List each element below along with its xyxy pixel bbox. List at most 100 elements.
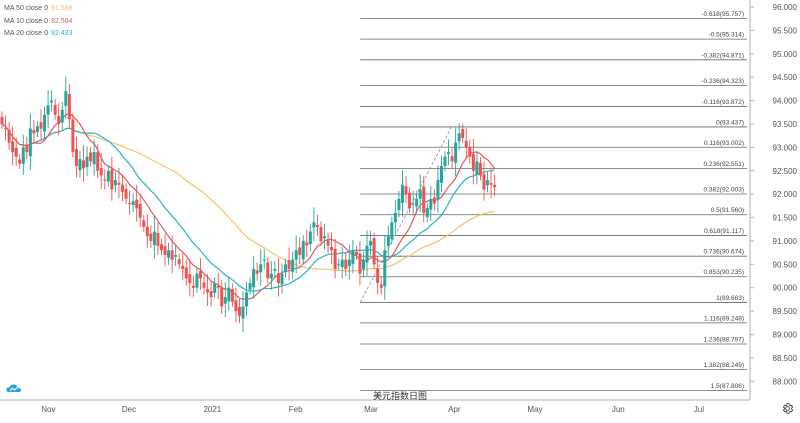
candle-body <box>475 161 479 175</box>
candle-body <box>415 198 419 207</box>
candle-body <box>99 167 103 176</box>
candle-body <box>294 250 298 260</box>
fib-level-label: -0.382(94.871) <box>701 52 744 59</box>
candle-body <box>489 182 493 185</box>
candle-body <box>181 265 185 270</box>
candle-body <box>450 156 454 162</box>
candle-body <box>358 253 362 274</box>
candle-body <box>464 140 468 148</box>
candle-body <box>106 170 110 182</box>
candle-body <box>404 186 408 195</box>
candle-body <box>326 240 330 246</box>
candle-body <box>216 285 220 288</box>
candle-body <box>142 220 146 227</box>
fib-level-label: 1(89.683) <box>716 295 744 302</box>
fib-level-label: 0.853(90.235) <box>704 269 744 276</box>
candle-body <box>50 100 54 103</box>
candle-body <box>78 159 82 171</box>
candle-body <box>340 259 344 268</box>
candle-body <box>35 126 39 132</box>
candle-body <box>152 231 156 246</box>
legend-ma20-value: 92.433 <box>50 30 73 37</box>
candle-body <box>234 300 238 312</box>
legend-ma20[interactable]: MA 20 close 0 92.433 <box>4 28 72 41</box>
candle-body <box>379 284 383 288</box>
candle-body <box>71 119 75 153</box>
candle-body <box>53 104 57 115</box>
y-tick-label: 92.000 <box>773 190 798 199</box>
candle-body <box>439 166 443 183</box>
x-tick-label: Jul <box>694 405 704 414</box>
fib-level-label: -0.618(95.757) <box>701 11 744 18</box>
y-tick-label: 89.500 <box>773 307 798 316</box>
x-tick-label: Apr <box>448 405 461 414</box>
candle-body <box>227 287 231 302</box>
legend-ma50[interactable]: MA 50 close 0 91.568 <box>4 3 72 16</box>
candle-body <box>280 273 284 285</box>
time-axis[interactable]: Nov Dec 2021 Feb Mar Apr May Jun Jul <box>41 405 704 414</box>
candle-body <box>46 105 50 115</box>
candle-body <box>411 203 415 205</box>
fib-level-label: 0.116(93.002) <box>704 140 744 147</box>
candle-body <box>92 152 96 165</box>
legend-ma10[interactable]: MA 10 close 0 92.504 <box>4 16 72 29</box>
candle-body <box>21 147 25 164</box>
fib-level-label: 0(93.437) <box>716 119 744 126</box>
candle-body <box>209 290 213 298</box>
candle-body <box>89 152 93 162</box>
candle-body <box>454 142 458 163</box>
fibonacci-retracement[interactable]: -0.618(95.757) -0.5(95.314) -0.382(94.871)… <box>359 11 747 391</box>
candle-body <box>365 245 369 263</box>
candle-body <box>156 232 160 246</box>
candle-body <box>383 250 387 287</box>
candle-body <box>447 152 451 154</box>
candle-body <box>18 159 22 164</box>
candle-body <box>354 251 358 255</box>
candle-body <box>386 236 390 247</box>
x-tick-label: Nov <box>41 405 55 414</box>
candle-body <box>191 285 195 288</box>
fib-level-label: 1.236(88.797) <box>704 337 744 344</box>
tradingview-logo-icon[interactable] <box>6 382 22 394</box>
legend-ma10-value: 92.504 <box>50 17 73 25</box>
candle-body <box>273 269 277 271</box>
candle-body <box>241 306 245 319</box>
candle-body <box>287 260 291 270</box>
fib-trend-line <box>359 126 453 303</box>
candle-body <box>11 141 15 153</box>
candle-body <box>429 198 433 210</box>
gear-icon[interactable] <box>781 402 794 415</box>
candle-body <box>337 264 341 266</box>
candle-body <box>330 247 334 251</box>
candle-body <box>486 180 490 186</box>
candle-body <box>159 244 163 251</box>
candle-body <box>96 152 100 171</box>
candle-body <box>422 186 426 213</box>
candle-body <box>245 292 249 307</box>
candle-body <box>397 198 401 211</box>
candle-body <box>262 259 266 261</box>
candle-body <box>408 192 412 209</box>
candle-body <box>248 283 252 290</box>
candle-body <box>376 268 380 284</box>
candle-body <box>237 306 241 316</box>
legend-ma50-label: MA 50 close 0 <box>4 5 48 12</box>
y-tick-label: 88.500 <box>773 354 798 363</box>
candle-body <box>138 203 142 218</box>
candle-body <box>57 116 61 124</box>
candle-body <box>128 203 132 205</box>
candle-body <box>85 156 89 168</box>
fib-level-label: 0.618(91.117) <box>704 228 744 235</box>
candle-body <box>0 116 4 124</box>
moving-averages <box>1 112 496 301</box>
candle-body <box>443 156 447 167</box>
candle-body <box>39 122 43 129</box>
candle-body <box>493 184 497 188</box>
candle-body <box>7 130 11 143</box>
candle-body <box>266 262 270 279</box>
price-axis[interactable]: 88.000 88.500 89.000 89.500 90.000 90.500 91.0… <box>750 3 798 386</box>
candle-body <box>198 270 202 279</box>
candle-body <box>230 289 234 302</box>
